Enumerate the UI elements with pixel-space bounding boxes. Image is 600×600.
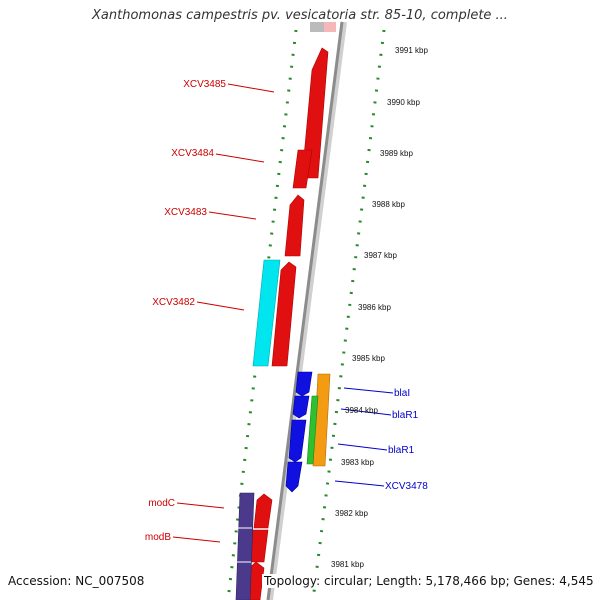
partial-feature-grey [310,22,324,32]
label-modC: modC [148,498,175,509]
scale-3991: 3991 kbp [395,46,428,55]
leader-XCV3485 [227,83,275,93]
gene-blaR1-blue-a [292,395,310,419]
leader-XCV3482 [196,301,245,311]
label-XCV3485: XCV3485 [183,79,226,90]
scale-3987: 3987 kbp [364,251,397,260]
gene-XCV3484 [292,149,313,189]
gene-XCV3483 [284,194,305,257]
scale-3983: 3983 kbp [341,458,374,467]
right-label-leaders [334,387,394,487]
feature-purple-modC [235,492,255,600]
left-gene-labels: XCV3485 XCV3484 XCV3483 XCV3482 modC mod… [145,79,227,543]
gene-blaR1-blue-b [288,419,307,463]
feature-cyan [252,259,281,367]
leader-blaR1-b [337,443,388,451]
leader-blaR1-a [340,408,392,416]
gene-XCV3478-blue [285,461,303,493]
feature-green [306,395,319,465]
label-XCV3484: XCV3484 [171,148,214,159]
purple-features [235,492,255,600]
label-XCV3482: XCV3482 [152,297,195,308]
gene-XCV3482 [271,261,297,367]
label-XCV3478: XCV3478 [385,481,428,492]
scale-labels: 3991 kbp 3990 kbp 3989 kbp 3988 kbp 3987… [331,46,428,569]
backbone [266,21,347,600]
leader-XCV3484 [215,153,265,163]
gene-modC-red [253,493,273,529]
map-title: Xanthomonas campestris pv. vesicatoria s… [92,8,508,23]
gene-blaI-blue [295,371,313,397]
scale-3986: 3986 kbp [358,303,391,312]
backbone-line [266,21,344,600]
label-blaR1-a: blaR1 [392,410,419,421]
left-label-leaders [172,83,275,543]
leader-modC [176,502,225,509]
backbone-shadow [267,21,347,600]
scale-3981: 3981 kbp [331,560,364,569]
gene-XCV3485 [301,47,329,179]
scale-3989: 3989 kbp [380,149,413,158]
label-blaR1-b: blaR1 [388,445,415,456]
label-modB: modB [145,532,171,543]
scale-3985: 3985 kbp [352,354,385,363]
accession-label: Accession: NC_007508 [8,574,145,588]
scale-3990: 3990 kbp [387,98,420,107]
forward-genes [245,47,329,600]
topology-label: Topology: circular; Length: 5,178,466 bp… [262,574,594,588]
scale-3988: 3988 kbp [372,200,405,209]
reverse-genes [285,371,313,493]
leader-blaI [343,387,394,394]
orange-green-features [306,373,331,467]
partial-feature-pink [324,22,336,32]
leader-XCV3478 [334,480,385,487]
label-blaI: blaI [394,388,410,399]
right-gene-labels: blaI blaR1 blaR1 XCV3478 [385,388,428,492]
leader-modB [172,536,221,543]
label-XCV3483: XCV3483 [164,207,207,218]
leader-XCV3483 [208,211,257,220]
scale-3984: 3984 kbp [345,406,378,415]
scale-3982: 3982 kbp [335,509,368,518]
